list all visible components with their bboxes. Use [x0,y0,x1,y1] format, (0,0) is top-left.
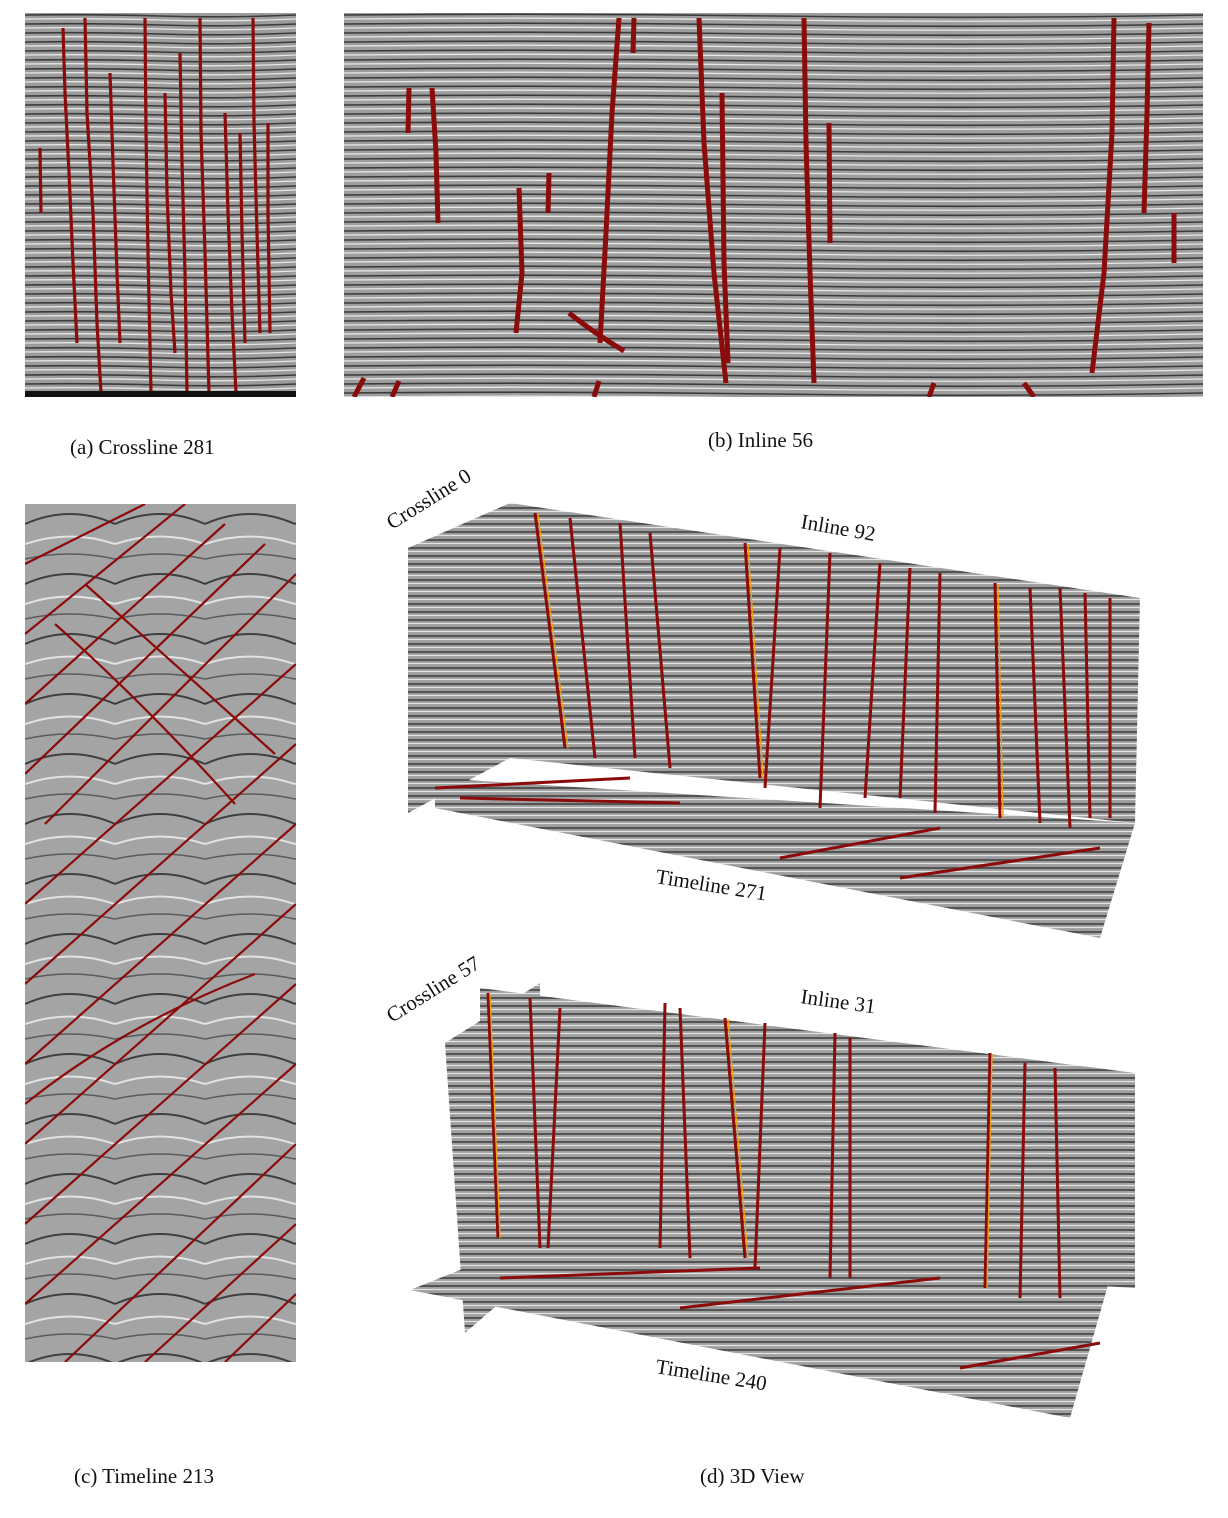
crossline-57-plane [445,983,540,1333]
timeline-213-slice [25,504,296,1362]
inline-56-section [344,13,1203,397]
timeline-240-label: Timeline 240 [654,1354,768,1395]
timeline-240-slice [410,1238,1110,1418]
caption-c: (c) Timeline 213 [74,1464,214,1488]
crossline-0-label: Crossline 0 [382,463,475,534]
inline-31-label: Inline 31 [799,984,877,1018]
caption-a: (a) Crossline 281 [70,435,215,459]
crossline-281-section [25,13,296,397]
timeline-271-label: Timeline 271 [654,864,768,905]
crossline-57-label: Crossline 57 [382,951,484,1027]
inline-31-plane [480,988,1135,1288]
caption-d: (d) 3D View [700,1464,805,1488]
crossline-0-plane [408,503,510,813]
inline-92-label: Inline 92 [799,509,877,546]
3d-view-top: Crossline 0 Inline 92 Timeline 271 [380,458,1150,948]
caption-b: (b) Inline 56 [708,428,813,452]
3d-view-bottom: Crossline 57 Inline 31 Timeline 240 [380,948,1150,1428]
